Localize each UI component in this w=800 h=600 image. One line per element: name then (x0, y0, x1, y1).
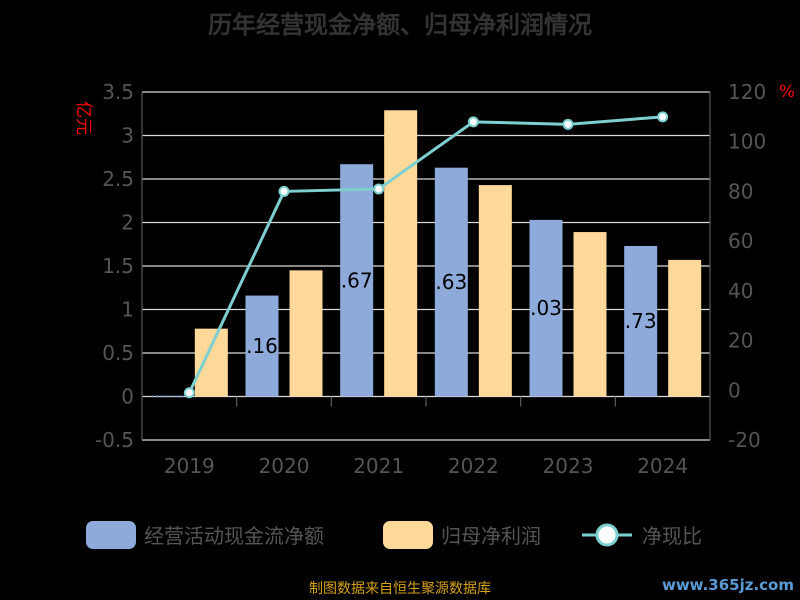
right-tick-label: 60 (728, 229, 753, 253)
grid-lines (141, 91, 711, 441)
bar-data-label: .73 (625, 309, 657, 333)
bar-data-label: .67 (341, 268, 373, 292)
bar-net-profit (668, 259, 702, 397)
legend-swatch-net-profit (383, 521, 433, 549)
x-tick-label: 2022 (448, 454, 499, 478)
net-cash-ratio-point (657, 111, 669, 123)
legend-item-net-profit[interactable]: 归母净利润 (383, 521, 541, 549)
bar-data-label: .63 (435, 270, 467, 294)
legend-swatch-marker (595, 523, 619, 547)
bar-operating-cash (434, 167, 468, 397)
legend-item-net-cash-ratio[interactable]: 净现比 (582, 523, 702, 548)
bar-net-profit (478, 185, 512, 397)
x-tick-label: 2023 (543, 454, 594, 478)
bar-data-label: .16 (246, 334, 278, 358)
left-tick-label: 1 (121, 298, 134, 322)
net-cash-ratio-point (183, 387, 195, 399)
left-tick-label: 0.5 (102, 341, 134, 365)
legend-label-net-profit: 归母净利润 (441, 524, 541, 548)
bar-operating-cash (245, 295, 279, 397)
bar-net-profit (289, 270, 323, 397)
net-cash-ratio-point (562, 118, 574, 130)
bar-net-profit (573, 232, 607, 397)
left-tick-label: -0.5 (95, 428, 134, 452)
legend: 经营活动现金流净额 归母净利润 净现比 (86, 521, 702, 549)
left-tick-label: 1.5 (102, 254, 134, 278)
bar-data-label: .03 (530, 296, 562, 320)
x-axis-ticks: 2019 2020 2021 2022 2023 2024 (164, 396, 688, 478)
net-cash-ratio-point (373, 183, 385, 195)
left-axis-title: 亿元 (73, 101, 93, 135)
bar-net-profit (384, 110, 418, 397)
bar-operating-cash (529, 219, 563, 397)
right-tick-label: 40 (728, 279, 753, 303)
net-cash-ratio-path (187, 115, 663, 394)
legend-item-operating-cash[interactable]: 经营活动现金流净额 (86, 521, 324, 549)
left-axis-ticks: 3.5 3 2.5 2 1.5 1 0.5 0 -0.5 (95, 80, 134, 452)
bar-operating-cash (340, 164, 374, 397)
right-tick-label: 0 (728, 378, 741, 402)
legend-swatch-operating-cash (86, 521, 136, 549)
chart-title: 历年经营现金净额、归母净利润情况 (208, 11, 592, 39)
left-tick-label: 2 (121, 211, 134, 235)
legend-label-net-cash-ratio: 净现比 (642, 524, 702, 548)
watermark: www.365jz.com (661, 576, 794, 594)
bars: .16 .67 .63 .03 .73 (150, 110, 702, 398)
legend-label-operating-cash: 经营活动现金流净额 (144, 524, 324, 548)
right-tick-label: 100 (728, 130, 766, 154)
right-tick-label: 20 (728, 329, 753, 353)
x-tick-label: 2019 (164, 454, 215, 478)
left-tick-label: 3 (121, 124, 134, 148)
right-tick-label: -20 (728, 428, 761, 452)
right-tick-label: 80 (728, 179, 753, 203)
right-axis-ticks: 120 100 80 60 40 20 0 -20 (728, 80, 766, 452)
right-tick-label: 120 (728, 80, 766, 104)
x-tick-label: 2024 (637, 454, 688, 478)
left-tick-label: 3.5 (102, 80, 134, 104)
right-axis-title: % (779, 82, 795, 102)
x-tick-label: 2021 (353, 454, 404, 478)
bar-net-profit (194, 328, 228, 397)
bar-operating-cash (624, 245, 658, 397)
net-cash-ratio-point (278, 185, 290, 197)
x-tick-label: 2020 (259, 454, 310, 478)
left-tick-label: 0 (121, 385, 134, 409)
net-cash-ratio-point (467, 116, 479, 128)
left-tick-label: 2.5 (102, 167, 134, 191)
net-cash-ratio-line (183, 111, 669, 399)
data-source-note: 制图数据来自恒生聚源数据库 (309, 581, 491, 597)
